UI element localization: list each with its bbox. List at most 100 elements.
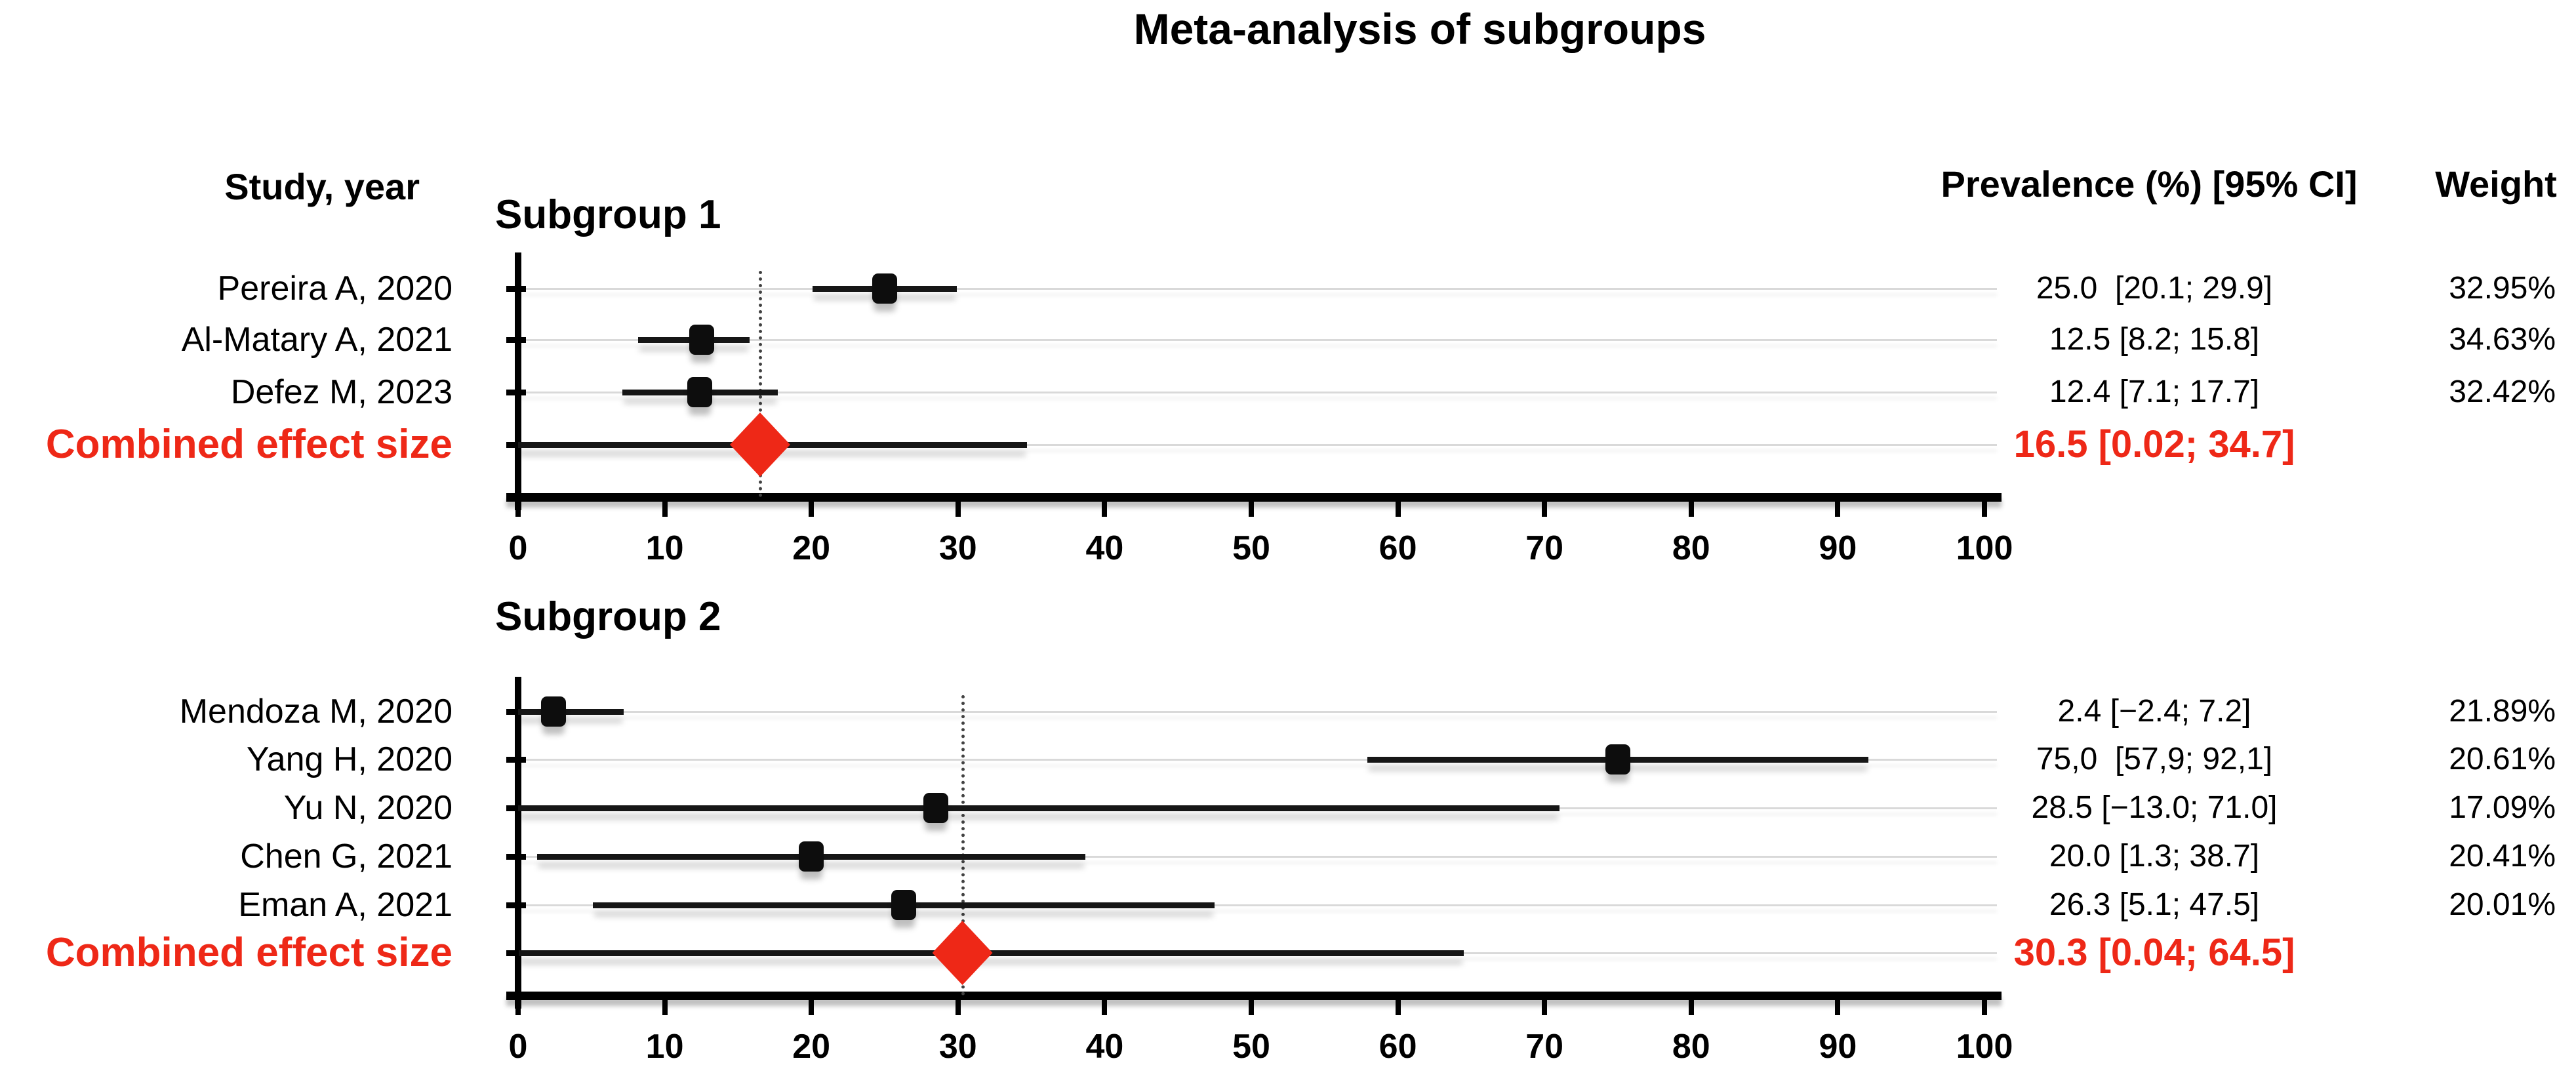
x-axis-tick-label: 40: [1085, 1028, 1124, 1066]
x-axis-tick: [1542, 997, 1548, 1015]
prevalence-value: 26.3 [5.1; 47.5]: [2049, 887, 2260, 922]
combined-diamond-marker: [932, 921, 993, 985]
study-label: Pereira A, 2020: [217, 270, 453, 308]
x-axis-tick-label: 100: [1956, 529, 2013, 567]
row-gridline: [518, 711, 1997, 713]
x-axis-tick: [1835, 997, 1841, 1015]
x-axis-tick: [955, 498, 961, 517]
subgroup-heading: Subgroup 1: [495, 192, 721, 237]
study-label: Chen G, 2021: [240, 837, 453, 875]
weight-value: 32.95%: [2449, 271, 2556, 306]
x-axis-tick: [1249, 997, 1254, 1015]
combined-estimate-dashed-line: [961, 695, 965, 996]
row-gridline: [518, 904, 1997, 906]
study-label: Eman A, 2021: [238, 886, 453, 924]
x-axis-tick: [809, 498, 815, 517]
x-axis-tick-label: 50: [1232, 1028, 1270, 1066]
x-axis-tick: [1835, 498, 1841, 517]
x-axis-tick-label: 100: [1956, 1028, 2013, 1066]
x-axis-tick: [1102, 498, 1108, 517]
x-axis-tick: [1982, 498, 1987, 517]
ci-line: [518, 805, 1560, 811]
prevalence-value: 28.5 [−13.0; 71.0]: [2031, 790, 2278, 825]
y-axis: [515, 677, 521, 1009]
x-axis-tick-label: 0: [508, 1028, 528, 1066]
row-gridline: [518, 444, 1997, 446]
x-axis-tick: [515, 997, 521, 1015]
x-axis-tick: [809, 997, 815, 1015]
point-estimate-marker: [923, 793, 949, 823]
point-estimate-marker: [540, 696, 566, 727]
x-axis-tick-label: 40: [1085, 529, 1124, 567]
row-gridline: [518, 288, 1997, 290]
row-gridline: [518, 759, 1997, 761]
x-axis-tick-label: 90: [1819, 1028, 1857, 1066]
row-gridline: [518, 392, 1997, 393]
weight-value: 20.61%: [2449, 742, 2556, 776]
x-axis-tick-label: 10: [645, 529, 684, 567]
x-axis-tick-label: 10: [645, 1028, 684, 1066]
prevalence-value: 75,0 [57,9; 92,1]: [2036, 742, 2273, 776]
combined-estimate-dashed-line: [758, 271, 762, 497]
x-axis-tick-label: 0: [508, 529, 528, 567]
x-axis-tick: [1542, 498, 1548, 517]
combined-prevalence-value: 30.3 [0.04; 64.5]: [2013, 931, 2295, 974]
x-axis-tick: [1688, 997, 1694, 1015]
prevalence-value: 12.5 [8.2; 15.8]: [2049, 322, 2260, 357]
column-header-prevalence: Prevalence (%) [95% CI]: [1941, 163, 2358, 205]
x-axis-tick-label: 70: [1525, 529, 1564, 567]
x-axis-tick: [1395, 997, 1401, 1015]
column-header-study: Study, year: [224, 166, 420, 207]
x-axis-tick-label: 20: [792, 529, 831, 567]
x-axis-tick: [955, 997, 961, 1015]
column-header-weight: Weight: [2435, 163, 2557, 205]
combined-prevalence-value: 16.5 [0.02; 34.7]: [2013, 423, 2295, 466]
study-label: Yang H, 2020: [246, 740, 453, 778]
point-estimate-marker: [1605, 744, 1630, 774]
x-axis-tick-label: 30: [938, 529, 977, 567]
x-axis: [506, 992, 2002, 1000]
combined-effect-label: Combined effect size: [45, 422, 453, 467]
row-gridline: [518, 339, 1997, 341]
combined-effect-label: Combined effect size: [45, 930, 453, 975]
row-gridline: [518, 856, 1997, 858]
x-axis-tick-label: 30: [938, 1028, 977, 1066]
x-axis-tick-label: 90: [1819, 529, 1857, 567]
x-axis-tick: [1102, 997, 1108, 1015]
x-axis-tick: [1395, 498, 1401, 517]
point-estimate-marker: [689, 325, 714, 355]
study-label: Yu N, 2020: [283, 789, 453, 827]
chart-title: Meta-analysis of subgroups: [1133, 5, 1706, 53]
weight-value: 34.63%: [2449, 322, 2556, 357]
x-axis-tick-label: 80: [1672, 1028, 1710, 1066]
x-axis-tick-label: 60: [1379, 1028, 1417, 1066]
x-axis-tick-label: 80: [1672, 529, 1710, 567]
point-estimate-marker: [891, 890, 917, 920]
x-axis-tick: [1982, 997, 1987, 1015]
x-axis-tick: [1688, 498, 1694, 517]
weight-value: 20.41%: [2449, 839, 2556, 874]
x-axis-tick: [662, 997, 668, 1015]
study-label: Al-Matary A, 2021: [181, 321, 453, 359]
x-axis-tick-label: 20: [792, 1028, 831, 1066]
weight-value: 17.09%: [2449, 790, 2556, 825]
x-axis-tick: [662, 498, 668, 517]
x-axis-tick-label: 50: [1232, 529, 1270, 567]
point-estimate-marker: [687, 377, 713, 407]
weight-value: 20.01%: [2449, 887, 2556, 922]
study-label: Mendoza M, 2020: [179, 693, 453, 731]
prevalence-value: 25.0 [20.1; 29.9]: [2036, 271, 2273, 306]
subgroup-heading: Subgroup 2: [495, 594, 721, 639]
weight-value: 32.42%: [2449, 374, 2556, 409]
ci-line: [518, 709, 624, 715]
prevalence-value: 12.4 [7.1; 17.7]: [2049, 374, 2260, 409]
x-axis-tick: [1249, 498, 1254, 517]
point-estimate-marker: [872, 273, 897, 304]
weight-value: 21.89%: [2449, 694, 2556, 729]
prevalence-value: 2.4 [−2.4; 7.2]: [2057, 694, 2251, 729]
x-axis: [506, 493, 2002, 502]
x-axis-tick: [515, 498, 521, 517]
combined-diamond-marker: [729, 412, 790, 477]
x-axis-tick-label: 70: [1525, 1028, 1564, 1066]
